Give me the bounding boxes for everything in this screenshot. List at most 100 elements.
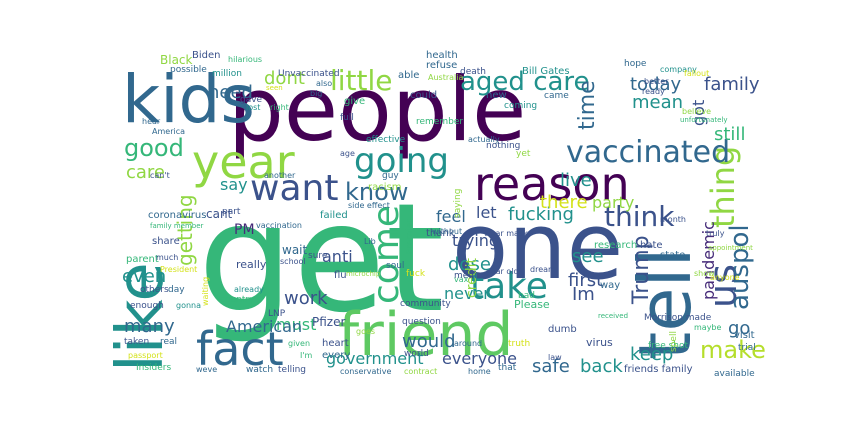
- word-hear: hear: [142, 117, 161, 126]
- word-country: country: [220, 295, 255, 305]
- word-need: need: [208, 82, 253, 103]
- word-unfortunately: unfortunately: [680, 116, 728, 124]
- word-passport: passport: [128, 351, 163, 360]
- word-medical: medical: [454, 271, 489, 281]
- word-health: health: [426, 50, 458, 61]
- word-real: real: [160, 337, 177, 347]
- word-enough: enough: [130, 301, 164, 311]
- word-dont: dont: [264, 68, 305, 89]
- word-year-old: year old: [486, 267, 519, 276]
- word-racism: racism: [368, 182, 401, 193]
- word-fucking: fucking: [508, 204, 574, 225]
- word-saying: saying: [453, 189, 463, 218]
- word-coming: coming: [504, 101, 537, 111]
- word-side-effect: side effect: [348, 201, 390, 210]
- word-go: go: [728, 318, 750, 339]
- word-know: know: [345, 178, 408, 206]
- word-another: another: [264, 171, 296, 180]
- word-possible: possible: [170, 65, 207, 75]
- word-anti: anti: [322, 247, 353, 266]
- word-remember: remember: [416, 117, 463, 127]
- word-take: take: [470, 266, 548, 307]
- word-maybe: maybe: [694, 323, 722, 332]
- word-care: care: [126, 162, 165, 183]
- word-everyone: everyone: [442, 349, 517, 368]
- word-reason: reason: [474, 157, 630, 211]
- word-question: question: [402, 317, 441, 327]
- word-hate: hate: [640, 240, 663, 251]
- word-today: today: [630, 74, 682, 95]
- word-tell: tell: [623, 247, 707, 360]
- word-others: others: [140, 285, 169, 295]
- word-us: us: [701, 264, 745, 308]
- word-community: community: [400, 299, 451, 309]
- word-first: first: [568, 270, 603, 291]
- word-keep: keep: [630, 344, 673, 365]
- word-want: want: [250, 168, 338, 209]
- word-mean: mean: [632, 92, 683, 113]
- word-that: that: [498, 363, 517, 373]
- word-pm: PM: [234, 222, 255, 238]
- word-morrison: Morrison made: [644, 313, 712, 323]
- word-better: better: [644, 77, 669, 86]
- word-also: also: [316, 79, 332, 88]
- word-free-shot: free shot: [648, 341, 689, 351]
- word-must: must: [276, 315, 316, 334]
- word-people: people: [228, 58, 526, 161]
- word-day: day: [168, 285, 185, 295]
- word-friend: friend: [338, 300, 514, 370]
- word-given: given: [288, 339, 310, 348]
- word-refuse: refuse: [426, 60, 457, 71]
- word-right: right: [270, 103, 289, 112]
- word-available: available: [714, 369, 755, 379]
- word-insiders: Insiders: [136, 363, 171, 373]
- word-spell: spell: [669, 331, 679, 352]
- word-family-member: family member: [150, 222, 204, 230]
- word-bill-gates: Bill Gates: [522, 66, 570, 77]
- word-believe: believe: [682, 107, 711, 116]
- word-full: full: [340, 113, 354, 123]
- word-make: make: [700, 336, 766, 364]
- word-home: home: [468, 367, 491, 376]
- word-without: without: [432, 227, 462, 236]
- word-law: law: [548, 353, 562, 362]
- word-lib: Lib: [364, 237, 376, 246]
- word-flu: flu: [334, 270, 347, 281]
- word-gave: gave: [240, 95, 263, 105]
- word-american: American: [226, 317, 302, 336]
- word-auspol: auspol: [725, 224, 755, 310]
- word-come: come: [366, 205, 407, 304]
- word-state: state: [660, 250, 685, 261]
- word-research: research: [594, 240, 637, 251]
- word-even: even: [122, 266, 166, 287]
- word-age: age: [340, 149, 355, 158]
- word-ready: ready: [642, 87, 665, 96]
- word-gonna: gonna: [176, 301, 201, 310]
- word-received: received: [598, 312, 628, 320]
- word-bad: bad: [518, 291, 535, 301]
- word-million: million: [212, 69, 242, 79]
- word-see: see: [572, 246, 604, 267]
- word-party: party: [592, 193, 634, 212]
- word-year: year: [192, 135, 295, 189]
- word-conservative: conservative: [340, 367, 391, 376]
- word-dumb: dumb: [548, 324, 577, 335]
- word-new: new: [486, 90, 507, 101]
- word-going: going: [354, 141, 449, 181]
- word-show: show: [694, 269, 715, 278]
- word-black: Black: [160, 53, 193, 67]
- word-time: time: [575, 80, 600, 130]
- word-able: able: [398, 70, 419, 81]
- word-really: really: [236, 258, 267, 271]
- word-get: get: [198, 172, 444, 346]
- word-big: big: [310, 89, 322, 98]
- word-unvaccinated: Unvaccinated: [278, 69, 340, 79]
- word-already: already: [234, 285, 264, 294]
- word-heart: heart: [322, 338, 349, 349]
- word-im: Im: [572, 284, 595, 305]
- word-would: would: [402, 331, 456, 352]
- word-cant2: can't: [150, 171, 170, 180]
- word-vax: vax: [454, 275, 469, 284]
- word-trial: trial: [738, 343, 756, 353]
